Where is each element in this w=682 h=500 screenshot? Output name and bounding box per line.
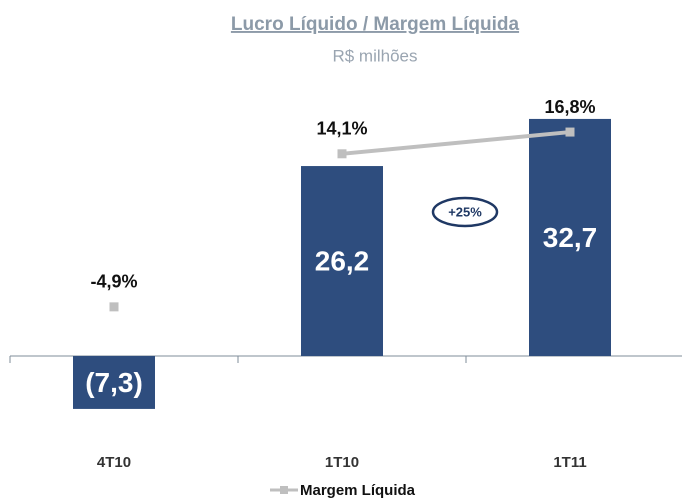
bar (529, 118, 611, 356)
line-marker (337, 149, 347, 159)
bar (301, 166, 383, 356)
x-tick-label: 1T10 (325, 454, 359, 471)
bar (73, 356, 155, 409)
legend-label: Margem Líquida (300, 482, 416, 499)
line-value-label: -4,9% (90, 272, 137, 292)
line-value-label: 16,8% (544, 97, 595, 117)
bar-value-label: 32,7 (543, 222, 598, 253)
x-tick-label: 4T10 (97, 454, 131, 471)
line-value-label: 14,1% (316, 119, 367, 139)
line (341, 130, 571, 156)
bar-value-label: 26,2 (315, 245, 370, 276)
x-tick-label: 1T11 (553, 454, 586, 471)
annotation-ellipse (431, 196, 499, 228)
line-marker (565, 127, 575, 137)
chart-title: Lucro Líquido / Margem Líquida (231, 14, 520, 35)
chart-subtitle: R$ milhões (332, 46, 417, 65)
bar-value-label: (7,3) (85, 367, 143, 398)
legend-marker (280, 486, 288, 494)
annotation: +25% (448, 204, 482, 219)
line-marker (109, 302, 119, 312)
